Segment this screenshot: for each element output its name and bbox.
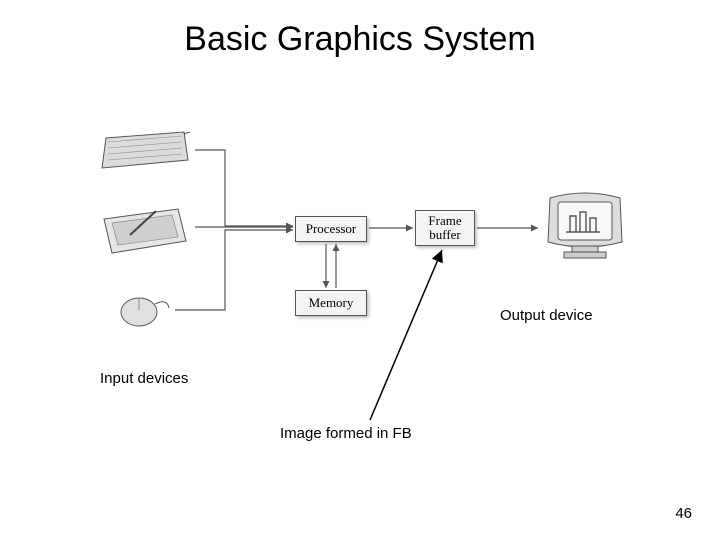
caption-label: Image formed in FB [280, 425, 412, 442]
input-devices-label: Input devices [100, 370, 188, 387]
output-device-label: Output device [500, 307, 593, 324]
connection-arrows [0, 0, 720, 540]
page-number: 46 [675, 505, 692, 522]
